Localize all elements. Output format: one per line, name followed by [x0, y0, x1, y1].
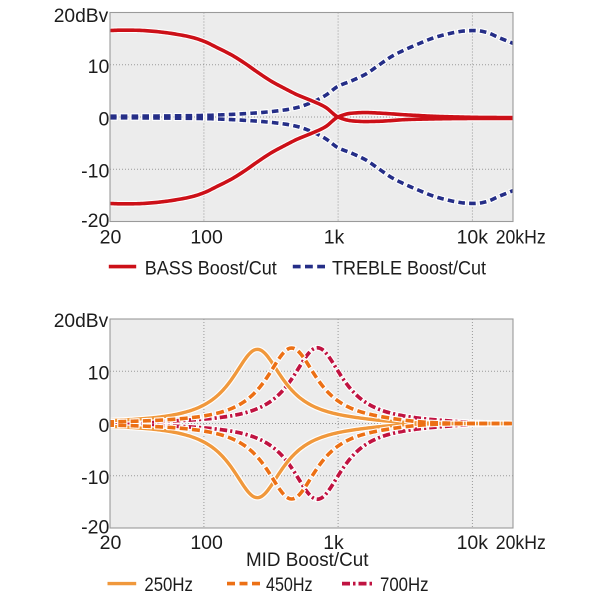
svg-text:1k: 1k: [323, 532, 344, 554]
svg-text:100: 100: [190, 532, 223, 554]
svg-text:1k: 1k: [324, 226, 345, 248]
svg-text:10k: 10k: [457, 226, 489, 248]
svg-text:20dBv: 20dBv: [54, 310, 109, 332]
svg-text:-10: -10: [81, 161, 109, 183]
svg-text:MID Boost/Cut: MID Boost/Cut: [246, 549, 369, 571]
svg-text:20dBv: 20dBv: [54, 5, 109, 27]
svg-text:10k: 10k: [457, 532, 489, 554]
svg-text:10: 10: [88, 363, 110, 385]
svg-text:-20: -20: [81, 210, 109, 232]
svg-text:20kHz: 20kHz: [496, 532, 546, 554]
svg-text:20: 20: [100, 226, 122, 248]
svg-text:TREBLE Boost/Cut: TREBLE Boost/Cut: [332, 257, 487, 279]
svg-text:250Hz: 250Hz: [144, 574, 193, 596]
svg-text:100: 100: [190, 226, 223, 248]
svg-text:0: 0: [98, 108, 109, 130]
svg-text:BASS Boost/Cut: BASS Boost/Cut: [145, 257, 278, 279]
svg-text:10: 10: [88, 56, 110, 78]
svg-text:-10: -10: [81, 467, 109, 489]
svg-text:450Hz: 450Hz: [266, 574, 313, 596]
svg-text:-20: -20: [81, 516, 109, 538]
svg-text:20: 20: [100, 532, 122, 554]
svg-text:20kHz: 20kHz: [496, 226, 546, 248]
svg-text:0: 0: [98, 415, 109, 437]
svg-text:700Hz: 700Hz: [380, 574, 429, 596]
